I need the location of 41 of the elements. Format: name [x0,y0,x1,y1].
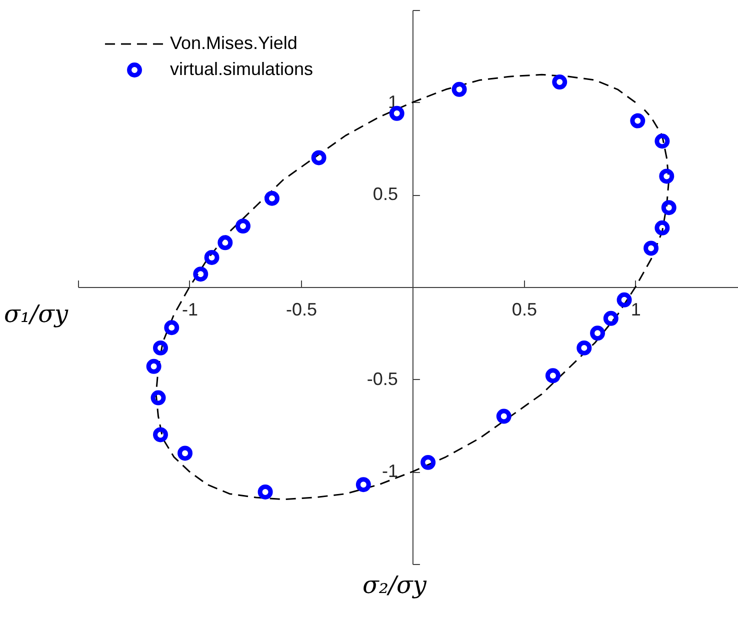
point [153,340,168,356]
point [545,368,560,384]
point [630,113,646,128]
point [264,190,280,206]
point [603,310,618,326]
point [356,477,371,492]
x-tick-label: 0.5 [512,300,537,320]
point [552,74,568,90]
point [153,427,168,442]
point [659,168,674,184]
point [661,200,676,216]
x-axis-title: σ₂/σy [362,571,427,599]
legend-label: Von.Mises.Yield [170,33,298,53]
point [258,484,273,500]
point [420,454,436,470]
point [496,408,512,424]
point [311,150,326,166]
point [193,266,208,282]
x-tick-label: 1 [630,300,641,320]
y-tick-label: -1 [382,461,398,482]
y-tick-label: -0.5 [366,368,398,389]
point [146,358,162,374]
point [654,220,670,236]
line-series [155,74,670,500]
x-tick-label: -1 [182,300,198,320]
point [654,134,670,149]
point [576,340,592,356]
y-tick-label: 0.5 [372,184,398,204]
point [218,235,233,250]
point [590,326,606,341]
point [644,240,659,256]
point [616,292,632,308]
x-tick-label: -0.5 [286,300,317,320]
point [236,218,250,234]
point [204,250,220,265]
point [178,446,193,461]
y-axis-title: σ₁/σy [4,300,68,328]
point [164,320,180,336]
point [150,390,166,406]
legend-label: virtual.simulations [170,59,314,79]
point [452,82,467,97]
